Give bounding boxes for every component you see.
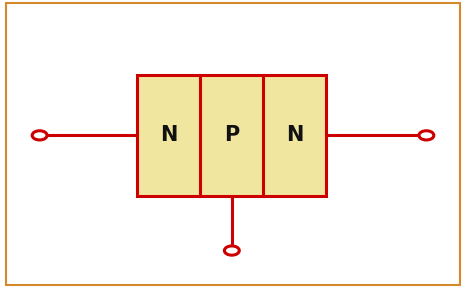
Text: N: N bbox=[160, 125, 178, 145]
Text: P: P bbox=[224, 125, 240, 145]
Bar bbox=[137, 75, 326, 196]
Circle shape bbox=[225, 246, 240, 255]
Text: N: N bbox=[286, 125, 303, 145]
Circle shape bbox=[32, 131, 47, 140]
Circle shape bbox=[419, 131, 434, 140]
